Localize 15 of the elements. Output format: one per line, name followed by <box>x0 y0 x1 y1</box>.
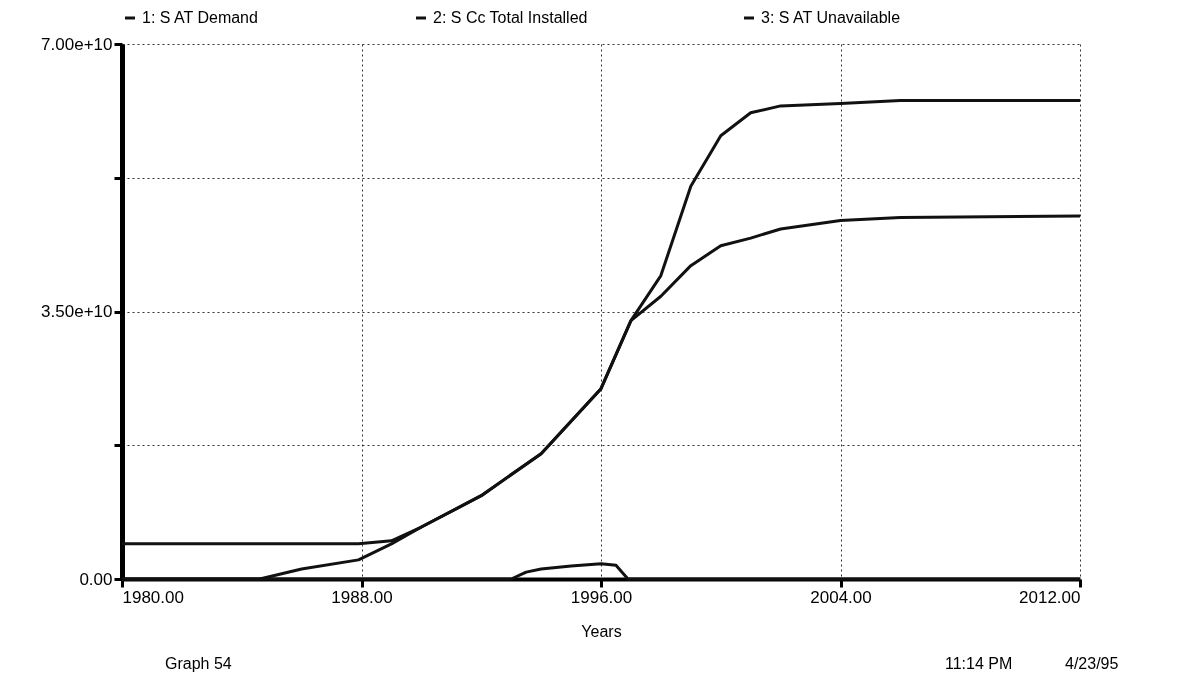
x-tick-label: 1996.00 <box>570 587 633 607</box>
y-tick-label: 3.50e+10 <box>41 302 113 321</box>
x-axis-title: Years <box>581 622 622 640</box>
legend-label: 2: S Cc Total Installed <box>433 9 588 26</box>
legend-label: 3: S AT Unavailable <box>761 9 901 26</box>
x-tick-label: 2004.00 <box>810 587 872 607</box>
y-tick-label: 0.00 <box>79 569 113 589</box>
text: 4/23/95 <box>1065 655 1119 673</box>
x-tick-label: 2012.00 <box>1019 587 1081 607</box>
text: 11:14 PM <box>945 655 1013 673</box>
caption: Graph 54 <box>165 655 232 673</box>
x-tick-label: 1988.00 <box>331 587 393 607</box>
legend-label: 1: S AT Demand <box>142 9 258 26</box>
y-tick-label: 7.00e+10 <box>41 34 113 54</box>
x-tick-label: 1980.00 <box>122 587 184 607</box>
